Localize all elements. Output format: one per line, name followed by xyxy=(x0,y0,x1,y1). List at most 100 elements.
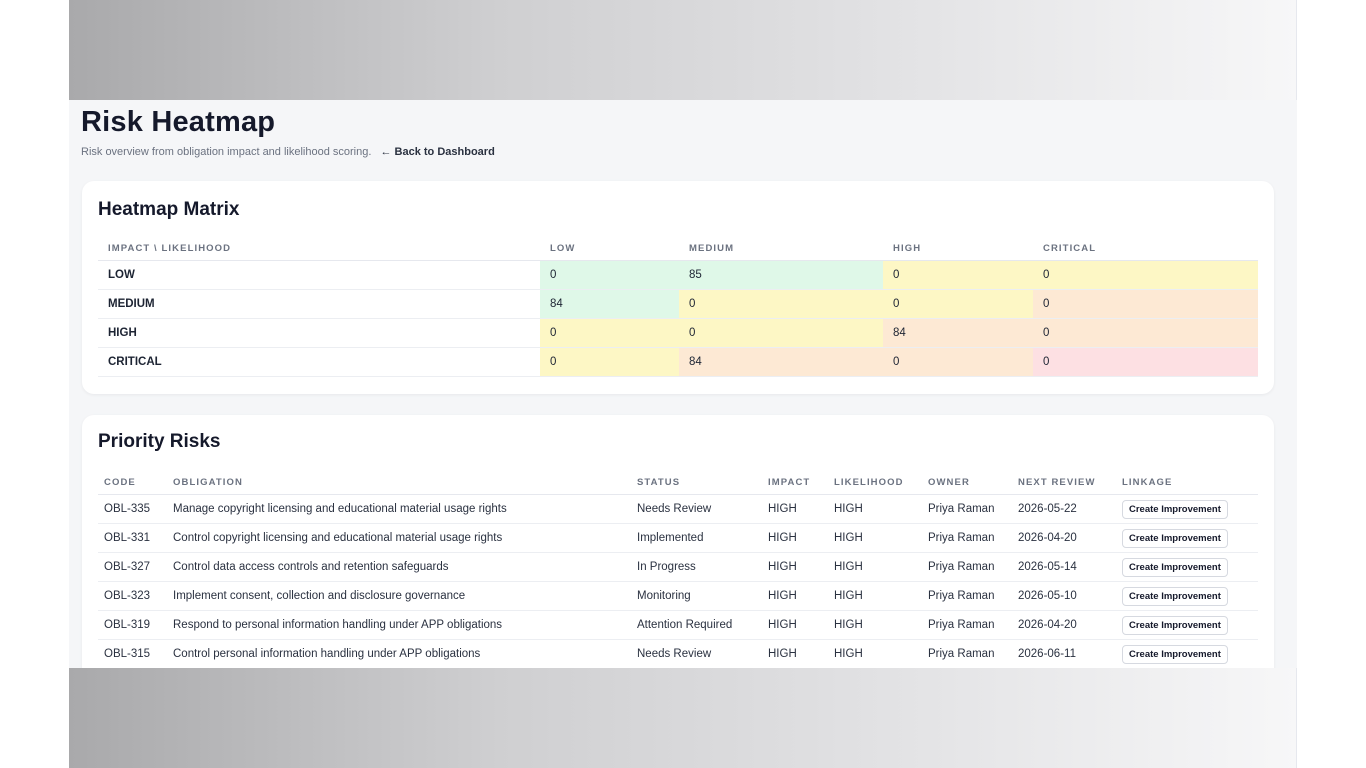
risk-obligation: Control personal information handling un… xyxy=(167,639,631,668)
priority-header-row: CODE OBLIGATION STATUS IMPACT LIKELIHOOD… xyxy=(98,471,1258,495)
risk-next-review: 2026-05-14 xyxy=(1012,552,1116,582)
matrix-cell: 0 xyxy=(1033,347,1258,377)
risk-code: OBL-335 xyxy=(98,494,167,524)
table-row: OBL-323 Implement consent, collection and… xyxy=(98,581,1258,611)
risk-owner: Priya Raman xyxy=(922,494,1012,524)
risk-likelihood: HIGH xyxy=(828,610,922,640)
col-status: STATUS xyxy=(631,471,762,495)
risk-obligation: Control data access controls and retenti… xyxy=(167,552,631,582)
matrix-cell: 84 xyxy=(540,289,679,319)
col-impact: IMPACT xyxy=(762,471,828,495)
bottom-backdrop xyxy=(69,668,1297,768)
matrix-header-high: HIGH xyxy=(883,237,1033,261)
col-next-review: NEXT REVIEW xyxy=(1012,471,1116,495)
table-row: OBL-331 Control copyright licensing and e… xyxy=(98,523,1258,553)
risk-heatmap-page: Risk Heatmap Risk overview from obligati… xyxy=(69,100,1297,668)
page-title: Risk Heatmap xyxy=(81,106,276,138)
matrix-cell: 0 xyxy=(1033,318,1258,348)
matrix-cell: 0 xyxy=(540,318,679,348)
matrix-row: LOW 0 85 0 0 xyxy=(98,260,1258,290)
risk-linkage: Create Improvement xyxy=(1116,552,1258,582)
matrix-row: MEDIUM 84 0 0 0 xyxy=(98,289,1258,319)
risk-obligation: Respond to personal information handling… xyxy=(167,610,631,640)
risk-owner: Priya Raman xyxy=(922,639,1012,668)
matrix-cell: 0 xyxy=(883,289,1033,319)
back-to-dashboard-link[interactable]: ← Back to Dashboard xyxy=(380,146,495,158)
risk-owner: Priya Raman xyxy=(922,523,1012,553)
matrix-cell: 0 xyxy=(883,260,1033,290)
risk-impact: HIGH xyxy=(762,610,828,640)
matrix-cell: 0 xyxy=(883,347,1033,377)
priority-risks-table: CODE OBLIGATION STATUS IMPACT LIKELIHOOD… xyxy=(98,471,1258,668)
risk-owner: Priya Raman xyxy=(922,552,1012,582)
matrix-cell: 84 xyxy=(679,347,883,377)
col-obligation: OBLIGATION xyxy=(167,471,631,495)
risk-owner: Priya Raman xyxy=(922,610,1012,640)
table-row: OBL-315 Control personal information hand… xyxy=(98,639,1258,668)
risk-next-review: 2026-06-11 xyxy=(1012,639,1116,668)
col-owner: OWNER xyxy=(922,471,1012,495)
risk-code: OBL-323 xyxy=(98,581,167,611)
risk-likelihood: HIGH xyxy=(828,639,922,668)
matrix-row: CRITICAL 0 84 0 0 xyxy=(98,347,1258,377)
matrix-row-label: HIGH xyxy=(98,318,540,348)
risk-status: Attention Required xyxy=(631,610,762,640)
matrix-cell: 85 xyxy=(679,260,883,290)
risk-likelihood: HIGH xyxy=(828,552,922,582)
risk-linkage: Create Improvement xyxy=(1116,639,1258,668)
risk-obligation: Implement consent, collection and disclo… xyxy=(167,581,631,611)
create-improvement-button[interactable]: Create Improvement xyxy=(1122,644,1228,664)
matrix-cell: 0 xyxy=(1033,260,1258,290)
risk-impact: HIGH xyxy=(762,581,828,611)
risk-obligation: Control copyright licensing and educatio… xyxy=(167,523,631,553)
risk-code: OBL-315 xyxy=(98,639,167,668)
create-improvement-button[interactable]: Create Improvement xyxy=(1122,557,1228,577)
page-subtitle-row: Risk overview from obligation impact and… xyxy=(81,146,495,158)
matrix-cell: 0 xyxy=(1033,289,1258,319)
table-row: OBL-335 Manage copyright licensing and ed… xyxy=(98,494,1258,524)
col-linkage: LINKAGE xyxy=(1116,471,1258,495)
risk-likelihood: HIGH xyxy=(828,494,922,524)
matrix-row-label: MEDIUM xyxy=(98,289,540,319)
risk-obligation: Manage copyright licensing and education… xyxy=(167,494,631,524)
risk-owner: Priya Raman xyxy=(922,581,1012,611)
matrix-header-medium: MEDIUM xyxy=(679,237,883,261)
matrix-row-label: LOW xyxy=(98,260,540,290)
risk-impact: HIGH xyxy=(762,494,828,524)
risk-status: Implemented xyxy=(631,523,762,553)
risk-next-review: 2026-04-20 xyxy=(1012,523,1116,553)
matrix-header-low: LOW xyxy=(540,237,679,261)
matrix-cell: 0 xyxy=(679,289,883,319)
risk-linkage: Create Improvement xyxy=(1116,610,1258,640)
matrix-header-row: IMPACT \ LIKELIHOOD LOW MEDIUM HIGH CRIT… xyxy=(98,237,1258,261)
create-improvement-button[interactable]: Create Improvement xyxy=(1122,528,1228,548)
create-improvement-button[interactable]: Create Improvement xyxy=(1122,615,1228,635)
matrix-cell: 0 xyxy=(540,347,679,377)
matrix-cell: 84 xyxy=(883,318,1033,348)
create-improvement-button[interactable]: Create Improvement xyxy=(1122,586,1228,606)
risk-next-review: 2026-05-22 xyxy=(1012,494,1116,524)
matrix-header-axis: IMPACT \ LIKELIHOOD xyxy=(98,237,540,261)
matrix-row: HIGH 0 0 84 0 xyxy=(98,318,1258,348)
risk-status: Monitoring xyxy=(631,581,762,611)
heatmap-matrix-table: IMPACT \ LIKELIHOOD LOW MEDIUM HIGH CRIT… xyxy=(98,237,1258,377)
risk-next-review: 2026-05-10 xyxy=(1012,581,1116,611)
risk-likelihood: HIGH xyxy=(828,523,922,553)
risk-impact: HIGH xyxy=(762,523,828,553)
risk-impact: HIGH xyxy=(762,639,828,668)
risk-likelihood: HIGH xyxy=(828,581,922,611)
matrix-header-critical: CRITICAL xyxy=(1033,237,1258,261)
risk-impact: HIGH xyxy=(762,552,828,582)
heatmap-matrix-title: Heatmap Matrix xyxy=(98,199,240,220)
col-likelihood: LIKELIHOOD xyxy=(828,471,922,495)
page-subtitle: Risk overview from obligation impact and… xyxy=(81,146,372,158)
heatmap-matrix-card: Heatmap Matrix IMPACT \ LIKELIHOOD LOW M… xyxy=(82,181,1274,394)
risk-status: Needs Review xyxy=(631,494,762,524)
create-improvement-button[interactable]: Create Improvement xyxy=(1122,499,1228,519)
risk-code: OBL-319 xyxy=(98,610,167,640)
risk-linkage: Create Improvement xyxy=(1116,523,1258,553)
priority-risks-card: Priority Risks CODE OBLIGATION STATUS IM… xyxy=(82,415,1274,668)
table-row: OBL-319 Respond to personal information h… xyxy=(98,610,1258,640)
matrix-cell: 0 xyxy=(540,260,679,290)
risk-linkage: Create Improvement xyxy=(1116,494,1258,524)
